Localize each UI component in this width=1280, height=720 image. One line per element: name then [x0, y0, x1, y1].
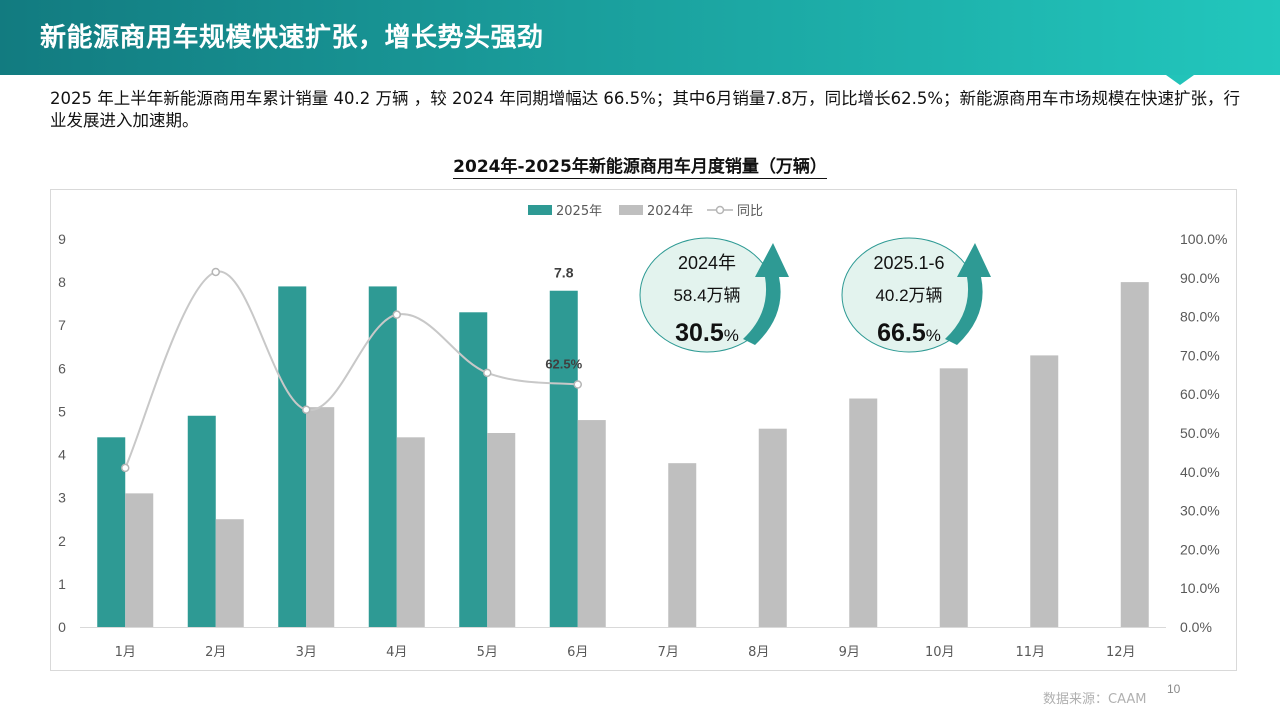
bar-2025 — [368, 286, 397, 627]
x-tick-label: 9月 — [839, 645, 860, 660]
callout-growth-number: 30.5 — [675, 319, 724, 347]
y-left-tick-label: 5 — [58, 403, 66, 419]
callout-period: 2025.1-6 — [873, 253, 944, 273]
bar-2025 — [459, 312, 488, 627]
y-left-tick-label: 1 — [58, 576, 66, 592]
callout-growth-number: 66.5 — [877, 319, 926, 347]
bar-2024 — [939, 368, 968, 627]
bar-2025 — [187, 415, 216, 627]
y-right-tick-label: 10.0% — [1180, 580, 1220, 596]
bar-2024 — [396, 437, 425, 627]
yoy-point — [121, 463, 130, 473]
x-tick-label: 6月 — [567, 645, 588, 660]
y-right-tick-label: 50.0% — [1180, 425, 1220, 441]
y-left-tick-label: 6 — [58, 360, 66, 376]
y-left-tick-label: 4 — [58, 447, 66, 463]
x-tick-label: 1月 — [115, 645, 136, 660]
header-banner: 新能源商用车规模快速扩张，增长势头强劲 — [0, 0, 1280, 75]
bar-2024 — [215, 519, 244, 627]
legend-label-2024: 2024年 — [647, 204, 693, 219]
y-left-tick-label: 7 — [58, 317, 66, 333]
y-right-tick-label: 0.0% — [1180, 619, 1212, 635]
legend-marker-yoy — [715, 205, 725, 215]
callout-growth-value: 30.5% — [675, 319, 739, 347]
page-title: 新能源商用车规模快速扩张，增长势头强劲 — [40, 23, 544, 53]
yoy-point — [573, 380, 582, 389]
bar-2024 — [668, 463, 697, 627]
y-right-tick-label: 80.0% — [1180, 309, 1220, 325]
bar-2024 — [1030, 355, 1059, 627]
summary-text: 2025 年上半年新能源商用车累计销量 40.2 万辆 ，较 2024 年同期增… — [50, 89, 1241, 130]
y-left-tick-label: 8 — [58, 274, 66, 290]
x-tick-label: 5月 — [477, 645, 498, 660]
data-label-jun-2025: 7.8 — [554, 265, 574, 281]
callout-growth-unit: % — [926, 326, 941, 345]
bar-2025 — [549, 290, 578, 627]
data-label-jun-yoy: 62.5% — [545, 357, 582, 372]
x-tick-label: 11月 — [1015, 645, 1045, 660]
bar-2024 — [1120, 282, 1149, 627]
bar-2025 — [278, 286, 307, 627]
y-right-tick-label: 60.0% — [1180, 386, 1220, 402]
y-left-tick-label: 9 — [58, 231, 66, 247]
y-left-tick-label: 2 — [58, 533, 66, 549]
chart-title: 2024年-2025年新能源商用车月度销量（万辆） — [453, 157, 827, 179]
bar-2024 — [306, 407, 335, 627]
bar-2024 — [758, 428, 787, 627]
bar-2024 — [487, 433, 516, 627]
growth-arrow-icon — [743, 243, 789, 345]
yoy-point — [211, 267, 220, 277]
y-left-tick-label: 0 — [58, 619, 66, 635]
bar-2024 — [577, 420, 606, 627]
callout-period: 2024年 — [678, 253, 736, 273]
chart-title-wrap: 2024年-2025年新能源商用车月度销量（万辆） — [0, 152, 1280, 179]
yoy-point — [392, 310, 401, 319]
data-source: 数据来源：CAAM — [1043, 692, 1147, 707]
callout-growth-value: 66.5% — [877, 319, 941, 347]
page-number: 10 — [1167, 682, 1181, 696]
x-tick-label: 10月 — [925, 645, 955, 660]
y-right-tick-label: 20.0% — [1180, 541, 1220, 557]
growth-arrow-icon — [945, 243, 991, 345]
y-right-tick-label: 30.0% — [1180, 503, 1220, 519]
y-right-tick-label: 70.0% — [1180, 347, 1220, 363]
y-right-tick-label: 40.0% — [1180, 464, 1220, 480]
callout-growth-unit: % — [724, 326, 739, 345]
header-notch — [1166, 75, 1194, 85]
chart-frame — [50, 189, 1237, 671]
y-right-tick-label: 100.0% — [1180, 231, 1227, 247]
bar-2025 — [97, 437, 126, 627]
bar-2024 — [849, 398, 878, 627]
legend-swatch-2024 — [619, 205, 643, 215]
y-left-tick-label: 3 — [58, 490, 66, 506]
callout-volume: 40.2万辆 — [875, 286, 942, 305]
legend-label-2025: 2025年 — [556, 204, 602, 219]
legend-label-yoy: 同比 — [737, 204, 763, 219]
bar-2024 — [125, 493, 154, 627]
x-tick-label: 3月 — [296, 645, 317, 660]
legend-swatch-2025 — [528, 205, 552, 215]
x-tick-label: 4月 — [386, 645, 407, 660]
x-tick-label: 7月 — [658, 645, 679, 660]
y-right-tick-label: 90.0% — [1180, 270, 1220, 286]
x-tick-label: 2月 — [205, 645, 226, 660]
callout-volume: 58.4万辆 — [673, 286, 740, 305]
yoy-point — [302, 405, 311, 414]
x-tick-label: 12月 — [1106, 645, 1136, 660]
x-tick-label: 8月 — [748, 645, 769, 660]
yoy-point — [483, 368, 492, 378]
